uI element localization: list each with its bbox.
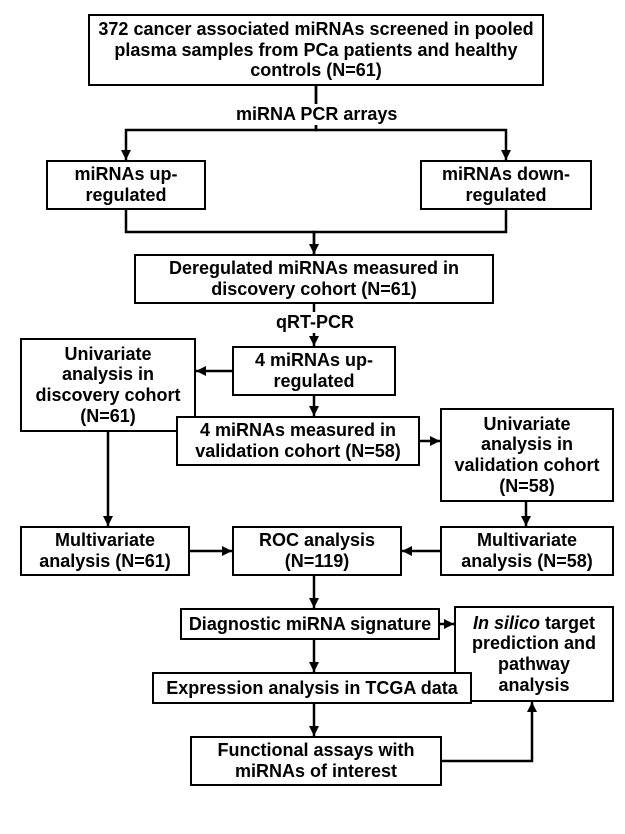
node-multivariate-58: Multivariate analysis (N=58) — [440, 526, 614, 576]
node-univariate-disc: Univariate analysis in discovery cohort … — [20, 338, 196, 432]
flowchart-canvas: 372 cancer associated miRNAs screened in… — [0, 0, 625, 834]
node-univariate-val: Univariate analysis in validation cohort… — [440, 408, 614, 502]
label-pcr-arrays: miRNA PCR arrays — [232, 104, 401, 125]
node-screening: 372 cancer associated miRNAs screened in… — [88, 14, 544, 86]
node-discovery-cohort: Deregulated miRNAs measured in discovery… — [134, 254, 494, 304]
node-validation-cohort: 4 miRNAs measured in validation cohort (… — [176, 416, 420, 466]
label-qrtpcr: qRT-PCR — [272, 312, 358, 333]
node-downregulated: miRNAs down-regulated — [420, 160, 592, 210]
node-signature: Diagnostic miRNA signature — [180, 608, 440, 640]
node-multivariate-61: Multivariate analysis (N=61) — [20, 526, 190, 576]
node-insilico: In silico target prediction and pathway … — [454, 606, 614, 702]
node-4-upregulated: 4 miRNAs up-regulated — [232, 346, 396, 396]
node-functional: Functional assays with miRNAs of interes… — [190, 736, 442, 786]
node-upregulated: miRNAs up-regulated — [46, 160, 206, 210]
node-roc: ROC analysis (N=119) — [232, 526, 402, 576]
node-tcga: Expression analysis in TCGA data — [152, 672, 472, 704]
